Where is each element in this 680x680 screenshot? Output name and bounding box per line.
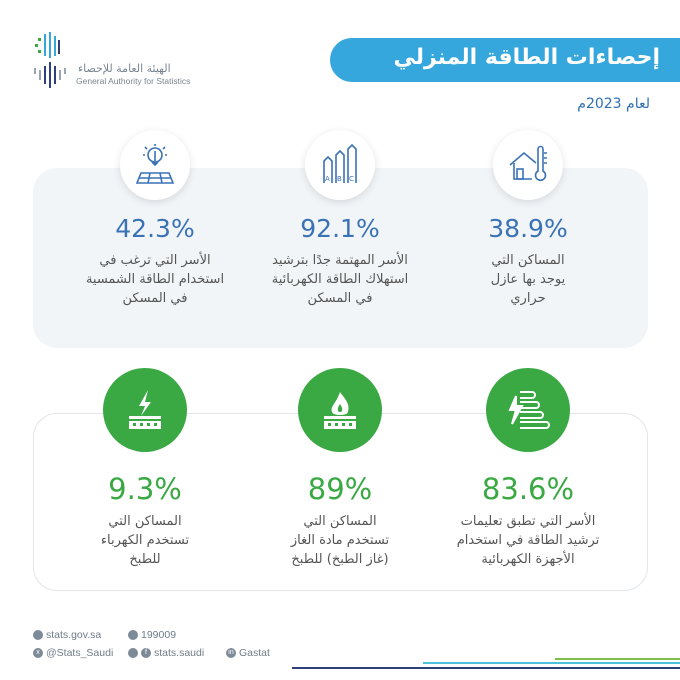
svg-text:C: C: [349, 175, 354, 183]
stat-label: ترشيد الطاقة في استخدام: [456, 533, 600, 548]
stat-label: الأجهزة الكهربائية: [481, 552, 575, 567]
decor-line-green: [555, 658, 680, 660]
footer-social[interactable]: f stats.saudi: [128, 647, 204, 659]
svg-text:B: B: [337, 175, 342, 183]
footer-twitter[interactable]: x @Stats_Saudi: [33, 647, 113, 659]
stat-label: تستخدم الكهرباء: [100, 533, 190, 548]
stat-value: 9.3%: [108, 472, 182, 506]
svg-text:A: A: [325, 175, 330, 183]
stat-label: استخدام الطاقة الشمسية: [85, 272, 225, 287]
stat-insulated-homes: 38.9% المساكن التي يوجد بها عازل حراري: [428, 214, 628, 308]
footer-phone[interactable]: 199009: [128, 629, 176, 641]
stat-label: المساكن التي: [303, 514, 377, 529]
decor-line-cyan: [423, 662, 680, 664]
social-handle[interactable]: stats.saudi: [154, 647, 205, 659]
stat-solar-interest: 42.3% الأسر التي ترغب في استخدام الطاقة …: [55, 214, 255, 308]
linkedin-icon: in: [226, 648, 236, 658]
stat-electric-cooking: 9.3% المساكن التي تستخدم الكهرباء للطبخ: [45, 472, 245, 569]
stat-value: 38.9%: [488, 214, 568, 243]
stat-energy-saving-interest: 92.1% الأسر المهتمة جدًا بترشيد استهلاك …: [240, 214, 440, 308]
solar-panel-icon: [120, 130, 190, 200]
year-subtitle: لعام 2023م: [577, 96, 650, 112]
title-banner: إحصاءات الطاقة المنزلي: [330, 38, 680, 82]
logo-arabic-text: الهيئة العامة للإحصاء: [78, 62, 171, 75]
stat-label: في المسكن: [122, 291, 188, 306]
stat-label: للطبخ: [129, 552, 161, 567]
phone-number[interactable]: 199009: [141, 629, 177, 641]
stat-label: الأسر التي تطبق تعليمات: [460, 514, 596, 529]
stat-label: في المسكن: [307, 291, 373, 306]
stat-label: الأسر التي ترغب في: [99, 253, 211, 268]
stat-efficiency-instructions: 83.6% الأسر التي تطبق تعليمات ترشيد الطا…: [428, 472, 628, 569]
page-title: إحصاءات الطاقة المنزلي: [393, 45, 660, 70]
logo-english-text: General Authority for Statistics: [76, 76, 191, 86]
stat-value: 42.3%: [115, 214, 195, 243]
stat-label: استهلاك الطاقة الكهربائية: [271, 272, 409, 287]
website-link[interactable]: stats.gov.sa: [46, 629, 102, 641]
x-twitter-icon: x: [33, 648, 43, 658]
phone-icon: [128, 630, 138, 640]
twitter-handle[interactable]: @Stats_Saudi: [46, 647, 114, 659]
logo-mark-icon: [34, 32, 66, 88]
decor-line-navy: [292, 667, 680, 669]
stat-gas-cooking: 89% المساكن التي تستخدم مادة الغاز (غاز …: [240, 472, 440, 569]
electric-stove-icon: [103, 368, 187, 452]
stat-label: المساكن التي: [491, 253, 565, 268]
stat-label: المساكن التي: [108, 514, 182, 529]
globe-icon: [33, 630, 43, 640]
footer-website[interactable]: stats.gov.sa: [33, 629, 101, 641]
gastat-logo: الهيئة العامة للإحصاء General Authority …: [30, 32, 200, 92]
instagram-icon: [128, 648, 138, 658]
footer-linkedin[interactable]: in Gastat: [226, 647, 270, 659]
stat-label: الأسر المهتمة جدًا بترشيد: [272, 253, 408, 268]
thermometer-house-icon: [493, 130, 563, 200]
stat-label: (غاز الطبخ) للطبخ: [291, 552, 389, 567]
stat-label: يوجد بها عازل: [490, 272, 566, 287]
stat-label: تستخدم مادة الغاز: [290, 533, 390, 548]
gas-stove-icon: [298, 368, 382, 452]
stat-value: 89%: [307, 472, 373, 506]
stat-value: 83.6%: [481, 472, 575, 506]
linkedin-handle[interactable]: Gastat: [239, 647, 270, 659]
stat-label: حراري: [510, 291, 546, 306]
stat-value: 92.1%: [300, 214, 380, 243]
facebook-icon: f: [141, 648, 151, 658]
energy-efficiency-icon: [486, 368, 570, 452]
